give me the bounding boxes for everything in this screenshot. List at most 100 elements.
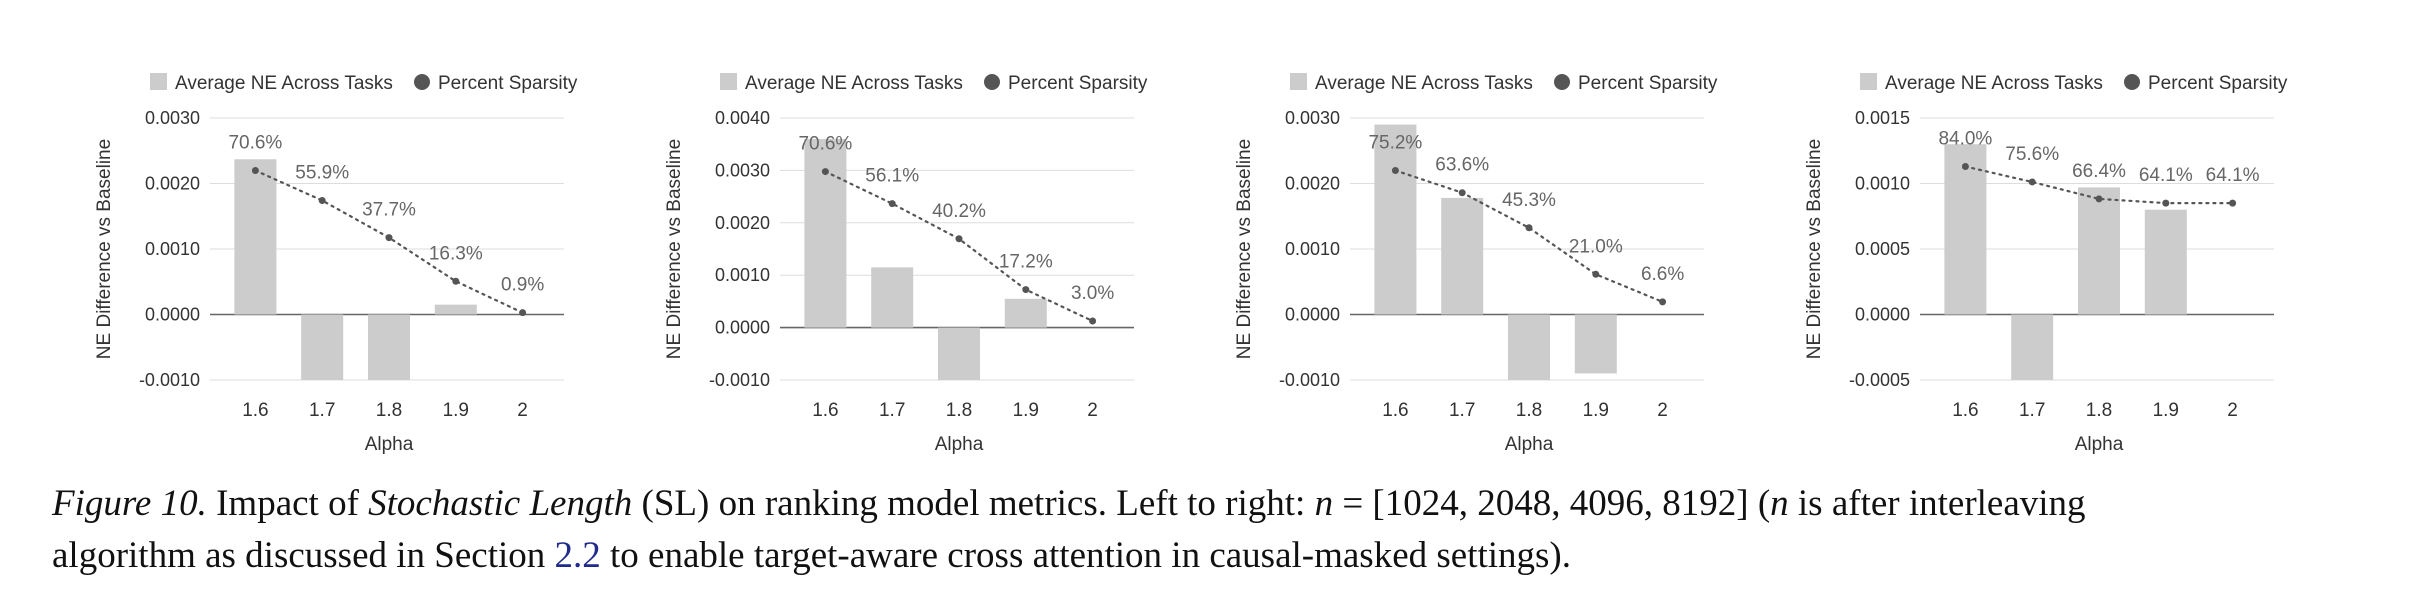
sparsity-data-label: 70.6% — [798, 134, 852, 155]
y-axis-label: NE Difference vs Baseline — [1804, 139, 1825, 359]
sparsity-point — [1592, 270, 1600, 278]
sparsity-point — [251, 167, 259, 175]
caption-label: Figure 10. — [52, 483, 207, 524]
caption-line-1: Figure 10. Impact of Stochastic Length (… — [52, 478, 2392, 530]
figure-caption: Figure 10. Impact of Stochastic Length (… — [52, 478, 2392, 582]
x-tick-label: 1.6 — [812, 400, 838, 421]
chart-panel-2: Average NE Across Tasks Percent Sparsity 0… — [664, 73, 1148, 455]
sparsity-point — [1089, 317, 1097, 325]
y-tick-label: 0.0000 — [145, 305, 200, 325]
x-tick-label: 1.8 — [2086, 400, 2112, 421]
sparsity-point — [385, 234, 393, 242]
sparsity-point — [318, 196, 326, 204]
x-tick-label: 1.9 — [1583, 400, 1609, 421]
x-tick-label: 2 — [1087, 400, 1098, 421]
sparsity-data-label: 64.1% — [2206, 165, 2260, 186]
sparsity-line — [1394, 169, 1664, 303]
y-tick-label: 0.0010 — [1285, 239, 1340, 259]
sparsity-point — [1391, 167, 1399, 175]
sparsity-point — [888, 200, 896, 208]
chart-legend: Average NE Across Tasks Percent Sparsity — [150, 73, 578, 94]
chart-legend: Average NE Across Tasks Percent Sparsity — [1860, 73, 2288, 94]
sparsity-data-label: 0.9% — [501, 275, 544, 296]
sparsity-point — [1961, 162, 1969, 170]
bar — [1441, 197, 1484, 315]
sparsity-point — [1525, 224, 1533, 232]
x-axis-label: Alpha — [1505, 434, 1554, 455]
legend-dot-label: Percent Sparsity — [438, 73, 578, 94]
bar — [804, 138, 847, 328]
x-tick-label: 1.7 — [309, 400, 335, 421]
bar — [301, 314, 344, 380]
sparsity-data-label: 37.7% — [362, 200, 416, 221]
x-axis-label: Alpha — [2075, 434, 2124, 455]
sparsity-point — [519, 309, 527, 317]
legend-bar-swatch — [1290, 73, 1307, 90]
sparsity-data-label: 45.3% — [1502, 190, 1556, 211]
section-link[interactable]: 2.2 — [554, 535, 601, 576]
sparsity-point — [2162, 199, 2170, 207]
charts-svg: Average NE Across Tasks Percent Sparsity 0… — [94, 73, 2288, 455]
legend-bar-label: Average NE Across Tasks — [1315, 73, 1533, 94]
y-tick-label: -0.0010 — [709, 370, 770, 390]
sparsity-data-label: 3.0% — [1071, 283, 1114, 304]
caption-text: Impact of — [206, 483, 369, 524]
bar — [1574, 314, 1617, 374]
sparsity-line — [1964, 165, 2234, 205]
bar — [234, 159, 277, 315]
x-tick-label: 2 — [1657, 400, 1668, 421]
bar — [938, 327, 980, 380]
caption-math-values: = [1024, 2048, 4096, 8192] ( — [1333, 483, 1771, 524]
sparsity-data-label: 40.2% — [932, 201, 986, 222]
sparsity-data-label: 6.6% — [1641, 264, 1684, 285]
x-tick-label: 1.7 — [2019, 400, 2045, 421]
y-tick-label: 0.0020 — [715, 213, 770, 233]
legend-bar-label: Average NE Across Tasks — [175, 73, 393, 94]
legend-dot-swatch — [1554, 74, 1570, 90]
y-tick-label: 0.0000 — [1855, 305, 1910, 325]
legend-bar-swatch — [720, 73, 737, 90]
y-axis-label: NE Difference vs Baseline — [94, 139, 115, 359]
y-tick-label: 0.0000 — [1285, 305, 1340, 325]
y-tick-label: 0.0010 — [145, 239, 200, 259]
sparsity-data-label: 55.9% — [295, 162, 349, 183]
x-tick-label: 1.8 — [1516, 400, 1542, 421]
bar — [1374, 124, 1417, 315]
sparsity-point — [2028, 178, 2036, 186]
y-tick-label: 0.0020 — [1285, 174, 1340, 194]
caption-line-2: algorithm as discussed in Section 2.2 to… — [52, 530, 2392, 582]
bar — [871, 267, 914, 328]
sparsity-data-label: 21.0% — [1569, 236, 1623, 257]
chart-panel-4: Average NE Across Tasks Percent Sparsity 0… — [1804, 73, 2288, 455]
sparsity-point — [821, 168, 829, 176]
legend-dot-swatch — [2124, 74, 2140, 90]
bar — [1508, 314, 1550, 380]
sparsity-data-label: 56.1% — [865, 166, 919, 187]
x-axis-label: Alpha — [365, 434, 414, 455]
legend-bar-label: Average NE Across Tasks — [745, 73, 963, 94]
y-tick-label: 0.0030 — [1285, 108, 1340, 128]
x-tick-label: 1.9 — [443, 400, 469, 421]
caption-text: algorithm as discussed in Section — [52, 535, 555, 576]
sparsity-point — [2095, 195, 2103, 203]
y-tick-label: -0.0010 — [1279, 370, 1340, 390]
x-tick-label: 1.6 — [1952, 400, 1978, 421]
sparsity-point — [452, 277, 460, 285]
bar — [2011, 314, 2054, 380]
caption-text: is after interleaving — [1788, 483, 2086, 524]
bar — [1004, 298, 1047, 328]
bar — [368, 314, 410, 380]
charts-row: Average NE Across Tasks Percent Sparsity 0… — [94, 73, 2288, 455]
y-tick-label: -0.0005 — [1849, 370, 1910, 390]
sparsity-data-label: 16.3% — [429, 243, 483, 264]
legend-bar-swatch — [1860, 73, 1877, 90]
sparsity-line — [824, 170, 1094, 323]
legend-dot-label: Percent Sparsity — [2148, 73, 2288, 94]
y-tick-label: 0.0030 — [715, 160, 770, 180]
x-tick-label: 1.6 — [1382, 400, 1408, 421]
sparsity-point — [1022, 286, 1030, 294]
legend-dot-label: Percent Sparsity — [1578, 73, 1718, 94]
legend-dot-swatch — [984, 74, 1000, 90]
x-tick-label: 2 — [517, 400, 528, 421]
x-tick-label: 1.7 — [1449, 400, 1475, 421]
